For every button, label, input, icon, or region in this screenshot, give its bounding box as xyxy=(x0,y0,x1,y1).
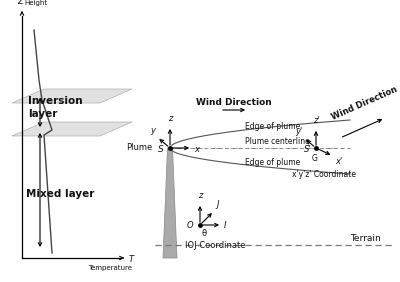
Polygon shape xyxy=(163,148,177,258)
Text: T: T xyxy=(129,254,134,263)
Text: Plume centerline: Plume centerline xyxy=(245,137,310,146)
Text: x'y'z' Coordinate: x'y'z' Coordinate xyxy=(292,170,356,179)
Text: Wind Direction: Wind Direction xyxy=(330,85,399,122)
Text: z': z' xyxy=(313,116,319,125)
Text: J: J xyxy=(216,200,218,209)
Text: y: y xyxy=(150,126,155,135)
Text: Terrain: Terrain xyxy=(350,234,380,243)
Text: IOJ Coordinate: IOJ Coordinate xyxy=(185,241,245,250)
Text: Z: Z xyxy=(17,0,23,6)
Text: O: O xyxy=(186,221,193,230)
Text: z: z xyxy=(168,114,172,123)
Text: S: S xyxy=(158,144,164,153)
Text: Wind Direction: Wind Direction xyxy=(196,98,272,107)
Text: Edge of plume: Edge of plume xyxy=(245,158,300,167)
Text: θ: θ xyxy=(202,229,206,238)
Text: Inversion
layer: Inversion layer xyxy=(28,96,83,119)
Polygon shape xyxy=(12,89,132,103)
Text: z: z xyxy=(198,191,202,200)
Text: Height: Height xyxy=(24,0,47,6)
Text: S': S' xyxy=(304,144,312,153)
Text: Mixed layer: Mixed layer xyxy=(26,189,94,199)
Text: Temperature: Temperature xyxy=(88,265,132,271)
Text: y': y' xyxy=(295,127,302,136)
Text: I: I xyxy=(224,221,226,230)
Text: Plume: Plume xyxy=(126,144,152,153)
Text: x: x xyxy=(194,144,199,153)
Polygon shape xyxy=(12,122,132,136)
Text: x': x' xyxy=(335,157,342,166)
Text: G: G xyxy=(312,154,318,163)
Text: Edge of plume: Edge of plume xyxy=(245,122,300,131)
